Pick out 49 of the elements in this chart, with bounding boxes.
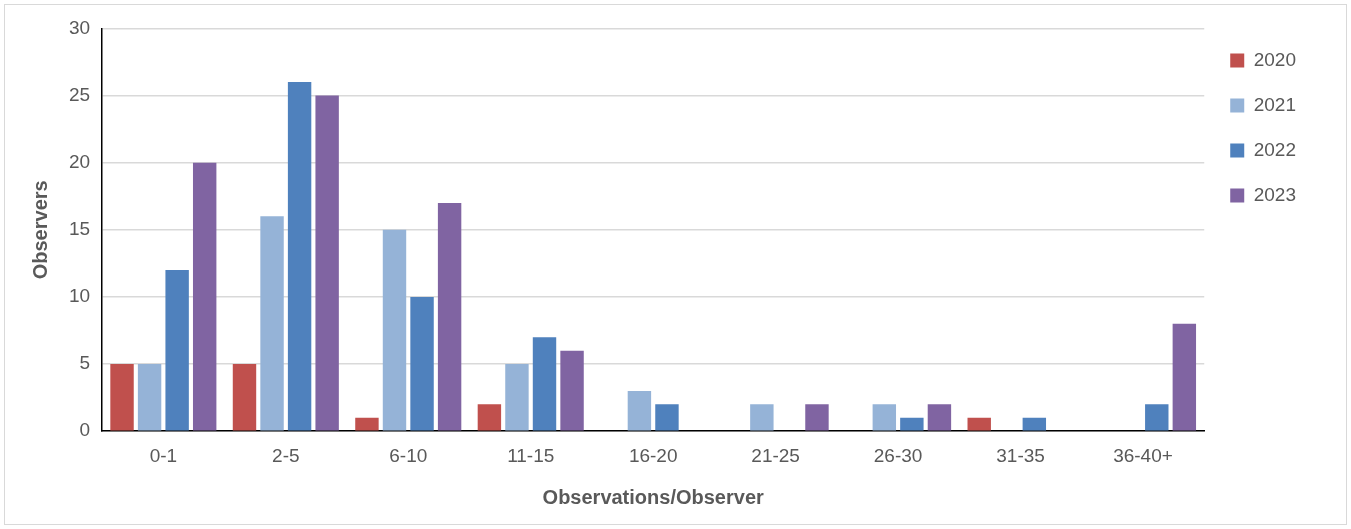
y-tick-label: 0 bbox=[79, 419, 91, 441]
x-tick-label: 26-30 bbox=[873, 444, 923, 466]
bar bbox=[382, 229, 407, 431]
bar bbox=[900, 417, 924, 431]
x-axis-title: Observations/Observer bbox=[542, 485, 764, 508]
bar bbox=[165, 270, 189, 431]
bar bbox=[315, 95, 339, 431]
y-tick-label: 5 bbox=[79, 352, 91, 374]
y-tick-label: 15 bbox=[68, 218, 91, 240]
legend-label: 2022 bbox=[1253, 138, 1297, 160]
bar bbox=[137, 364, 162, 431]
bar bbox=[260, 216, 284, 431]
x-tick-label: 36-40+ bbox=[1113, 444, 1173, 466]
legend-label: 2023 bbox=[1253, 183, 1297, 205]
bar bbox=[532, 337, 557, 431]
bar bbox=[355, 417, 379, 431]
y-tick-label: 25 bbox=[68, 83, 91, 105]
bar bbox=[410, 296, 434, 431]
x-tick-label: 16-20 bbox=[628, 444, 678, 466]
bar bbox=[1145, 404, 1169, 431]
legend-label: 2020 bbox=[1253, 48, 1297, 70]
bar bbox=[655, 404, 679, 431]
bar bbox=[1022, 417, 1047, 431]
y-axis-title: Observers bbox=[28, 180, 51, 280]
bar bbox=[750, 404, 774, 431]
bar bbox=[627, 390, 652, 431]
y-tick-label: 20 bbox=[68, 150, 91, 172]
bar bbox=[560, 350, 584, 431]
bar bbox=[872, 404, 897, 431]
legend-label: 2021 bbox=[1253, 93, 1297, 115]
x-tick-label: 6-10 bbox=[389, 444, 428, 466]
bar bbox=[232, 364, 257, 431]
x-tick-label: 0-1 bbox=[149, 444, 178, 466]
x-tick-label: 31-35 bbox=[996, 444, 1045, 466]
bar bbox=[110, 364, 134, 431]
bar bbox=[192, 162, 217, 431]
x-tick-label: 21-25 bbox=[751, 444, 800, 466]
bar bbox=[505, 364, 529, 431]
bar bbox=[927, 404, 952, 431]
bar bbox=[477, 404, 502, 431]
y-tick-label: 10 bbox=[68, 285, 91, 307]
bar bbox=[1172, 323, 1197, 431]
bar bbox=[437, 202, 462, 431]
y-tick-label: 30 bbox=[68, 16, 91, 38]
x-tick-label: 2-5 bbox=[272, 444, 300, 466]
bar bbox=[967, 417, 991, 431]
bar bbox=[805, 404, 829, 431]
x-tick-label: 11-15 bbox=[507, 444, 555, 466]
bar bbox=[287, 82, 312, 431]
